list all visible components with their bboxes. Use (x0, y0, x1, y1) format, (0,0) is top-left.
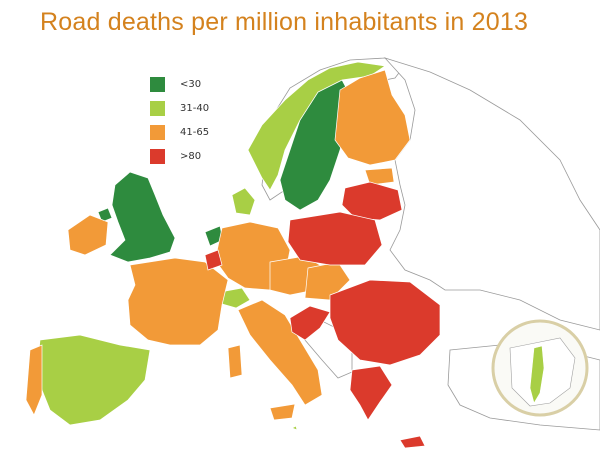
band-gt80-countries (204, 181, 441, 449)
iberia-spain (37, 334, 151, 426)
italy (237, 299, 323, 406)
legend-item: >80 (150, 148, 209, 164)
legend-swatch (150, 124, 165, 140)
legend-label: <30 (180, 78, 202, 90)
romania-bulgaria (329, 279, 441, 366)
legend-item: 31-40 (150, 100, 209, 116)
legend-swatch (150, 148, 165, 164)
northern-ireland (97, 207, 113, 223)
legend: <30 31-40 41-65 >80 (150, 76, 209, 172)
latvia-lithuania (341, 181, 403, 221)
legend-label: 31-40 (180, 102, 210, 114)
map-title: Road deaths per million inhabitants in 2… (40, 8, 529, 36)
cyprus (399, 435, 426, 449)
legend-label: 41-65 (180, 126, 210, 138)
malta (291, 425, 298, 431)
band-lt30-countries (97, 79, 351, 263)
legend-item: 41-65 (150, 124, 209, 140)
sardinia (227, 344, 243, 379)
croatia-slovenia (289, 305, 331, 341)
band-41-65-countries (25, 69, 411, 421)
sicily (269, 403, 296, 421)
ireland (67, 214, 109, 256)
estonia (364, 167, 395, 186)
legend-swatch (150, 76, 165, 92)
inset-country (529, 345, 545, 404)
belgium-lux (204, 249, 223, 271)
greece (349, 365, 393, 421)
finland (334, 69, 411, 166)
norway-coast (247, 61, 386, 191)
france (127, 257, 229, 346)
band-31-40-countries (37, 61, 386, 431)
inset-circle-map (491, 319, 589, 417)
denmark (231, 187, 256, 216)
legend-item: <30 (150, 76, 209, 92)
poland (287, 211, 383, 266)
legend-swatch (150, 100, 165, 116)
portugal (25, 344, 43, 416)
legend-label: >80 (180, 150, 202, 162)
united-kingdom (109, 171, 176, 263)
